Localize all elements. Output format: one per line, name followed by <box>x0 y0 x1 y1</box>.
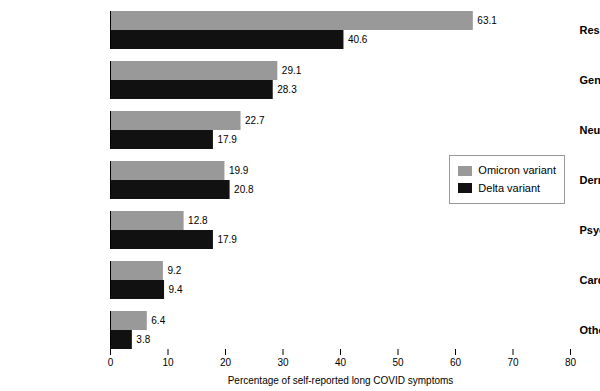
svg-text:20.8: 20.8 <box>234 184 254 195</box>
svg-text:40: 40 <box>335 357 347 368</box>
svg-text:0: 0 <box>108 357 114 368</box>
svg-text:19.9: 19.9 <box>229 165 249 176</box>
svg-text:17.9: 17.9 <box>217 134 237 145</box>
svg-text:50: 50 <box>392 357 404 368</box>
html-text:Omicron variant: Omicron variant <box>478 164 556 176</box>
svg-text:28.3: 28.3 <box>277 84 297 95</box>
svg-text:17.9: 17.9 <box>217 234 237 245</box>
svg-text:22.7: 22.7 <box>245 115 265 126</box>
svg-text:Respiratory: Respiratory <box>580 24 600 36</box>
svg-text:29.1: 29.1 <box>282 65 302 76</box>
svg-text:70: 70 <box>507 357 519 368</box>
svg-text:Cardiovascular: Cardiovascular <box>580 274 600 286</box>
html-text:Delta variant: Delta variant <box>478 181 541 194</box>
svg-text:9.2: 9.2 <box>167 265 181 276</box>
svg-text:40.6: 40.6 <box>348 34 368 45</box>
svg-text:Others: Others <box>580 324 600 336</box>
svg-text:Neurological: Neurological <box>580 124 600 136</box>
svg-text:30: 30 <box>277 357 289 368</box>
svg-text:80: 80 <box>565 357 577 368</box>
svg-text:20: 20 <box>220 357 232 368</box>
svg-text:Dermatological: Dermatological <box>580 174 600 186</box>
svg-text:3.8: 3.8 <box>136 334 150 345</box>
svg-text:60: 60 <box>450 357 462 368</box>
svg-text:6.4: 6.4 <box>151 315 165 326</box>
svg-text:Percentage of self-reported lo: Percentage of self-reported long COVID s… <box>228 375 454 386</box>
svg-text:Psychological: Psychological <box>580 224 600 236</box>
svg-text:9.4: 9.4 <box>169 284 183 295</box>
svg-text:Generalized: Generalized <box>580 74 600 86</box>
svg-text:63.1: 63.1 <box>477 15 497 26</box>
svg-text:12.8: 12.8 <box>188 215 208 226</box>
svg-text:10: 10 <box>162 357 174 368</box>
